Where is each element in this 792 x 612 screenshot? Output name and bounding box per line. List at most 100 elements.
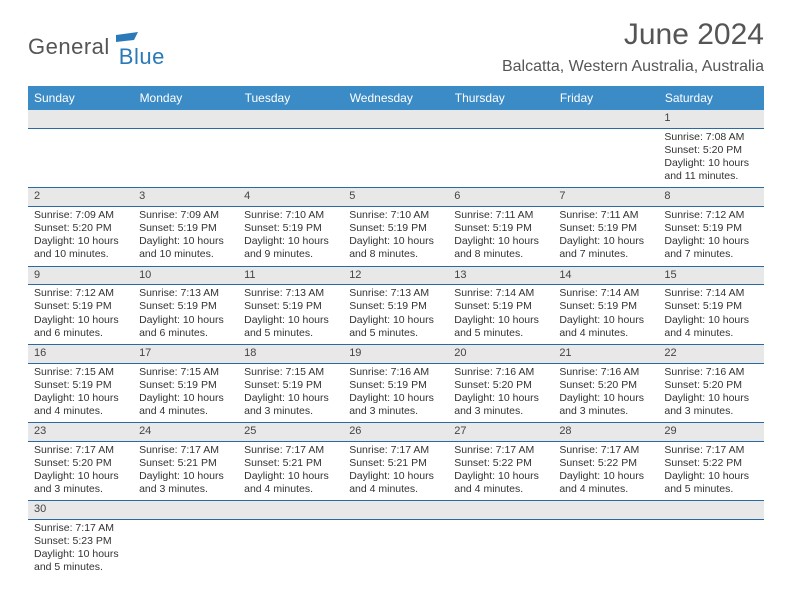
daylight-text: Daylight: 10 hours and 7 minutes. (559, 235, 652, 261)
day-cell-num (658, 501, 763, 520)
day-cell-detail: Sunrise: 7:14 AMSunset: 5:19 PMDaylight:… (553, 285, 658, 345)
sunset-text: Sunset: 5:19 PM (34, 379, 127, 392)
day-cell-detail: Sunrise: 7:10 AMSunset: 5:19 PMDaylight:… (238, 207, 343, 267)
daylight-text: Daylight: 10 hours and 4 minutes. (349, 470, 442, 496)
sunset-text: Sunset: 5:20 PM (34, 222, 127, 235)
detail-row: Sunrise: 7:15 AMSunset: 5:19 PMDaylight:… (28, 363, 764, 423)
day-cell-detail (553, 520, 658, 579)
day-number: 14 (553, 267, 658, 285)
day-number: 22 (658, 345, 763, 363)
day-cell-detail: Sunrise: 7:12 AMSunset: 5:19 PMDaylight:… (28, 285, 133, 345)
daylight-text: Daylight: 10 hours and 11 minutes. (664, 157, 757, 183)
day-cell-num: 15 (658, 266, 763, 285)
day-cell-detail: Sunrise: 7:17 AMSunset: 5:21 PMDaylight:… (133, 441, 238, 501)
day-cell-num: 26 (343, 423, 448, 442)
sunrise-text: Sunrise: 7:15 AM (244, 366, 337, 379)
sunrise-text: Sunrise: 7:13 AM (349, 287, 442, 300)
sunset-text: Sunset: 5:19 PM (244, 300, 337, 313)
logo: General Blue (28, 32, 189, 61)
day-cell-detail: Sunrise: 7:08 AMSunset: 5:20 PMDaylight:… (658, 128, 763, 188)
day-cell-num: 18 (238, 344, 343, 363)
sunset-text: Sunset: 5:19 PM (244, 222, 337, 235)
day-cell-num: 28 (553, 423, 658, 442)
day-number: 21 (553, 345, 658, 363)
day-cell-detail (553, 128, 658, 188)
day-cell-detail (28, 128, 133, 188)
day-number: 28 (553, 423, 658, 441)
daylight-text: Daylight: 10 hours and 3 minutes. (349, 392, 442, 418)
weekday-header: Friday (553, 86, 658, 110)
sunrise-text: Sunrise: 7:17 AM (559, 444, 652, 457)
daynum-row: 1 (28, 110, 764, 128)
day-cell-detail: Sunrise: 7:17 AMSunset: 5:22 PMDaylight:… (658, 441, 763, 501)
day-number: 12 (343, 267, 448, 285)
day-number: 23 (28, 423, 133, 441)
day-cell-detail: Sunrise: 7:17 AMSunset: 5:22 PMDaylight:… (553, 441, 658, 501)
day-cell-num: 21 (553, 344, 658, 363)
daylight-text: Daylight: 10 hours and 3 minutes. (139, 470, 232, 496)
day-cell-num: 14 (553, 266, 658, 285)
weekday-header: Sunday (28, 86, 133, 110)
day-cell-detail: Sunrise: 7:17 AMSunset: 5:21 PMDaylight:… (238, 441, 343, 501)
day-cell-num (553, 501, 658, 520)
sunset-text: Sunset: 5:19 PM (664, 222, 757, 235)
day-cell-num: 19 (343, 344, 448, 363)
day-cell-detail: Sunrise: 7:11 AMSunset: 5:19 PMDaylight:… (448, 207, 553, 267)
day-cell-num (133, 110, 238, 128)
sunset-text: Sunset: 5:22 PM (454, 457, 547, 470)
day-number: 29 (658, 423, 763, 441)
day-cell-num (448, 110, 553, 128)
day-cell-num: 5 (343, 188, 448, 207)
daylight-text: Daylight: 10 hours and 10 minutes. (34, 235, 127, 261)
daylight-text: Daylight: 10 hours and 8 minutes. (349, 235, 442, 261)
daylight-text: Daylight: 10 hours and 4 minutes. (34, 392, 127, 418)
day-cell-detail: Sunrise: 7:14 AMSunset: 5:19 PMDaylight:… (658, 285, 763, 345)
sunrise-text: Sunrise: 7:09 AM (139, 209, 232, 222)
header: General Blue June 2024 Balcatta, Western… (28, 18, 764, 76)
sunset-text: Sunset: 5:19 PM (34, 300, 127, 313)
daylight-text: Daylight: 10 hours and 6 minutes. (34, 314, 127, 340)
sunset-text: Sunset: 5:19 PM (454, 300, 547, 313)
sunrise-text: Sunrise: 7:16 AM (349, 366, 442, 379)
day-cell-num (133, 501, 238, 520)
daynum-row: 2345678 (28, 188, 764, 207)
sunrise-text: Sunrise: 7:16 AM (454, 366, 547, 379)
sunset-text: Sunset: 5:23 PM (34, 535, 127, 548)
daynum-row: 30 (28, 501, 764, 520)
day-number: 19 (343, 345, 448, 363)
daynum-row: 16171819202122 (28, 344, 764, 363)
day-cell-num (28, 110, 133, 128)
daylight-text: Daylight: 10 hours and 5 minutes. (34, 548, 127, 574)
daylight-text: Daylight: 10 hours and 4 minutes. (244, 470, 337, 496)
weekday-header: Wednesday (343, 86, 448, 110)
sunrise-text: Sunrise: 7:15 AM (34, 366, 127, 379)
day-cell-detail (448, 520, 553, 579)
day-cell-num (238, 110, 343, 128)
sunset-text: Sunset: 5:19 PM (664, 300, 757, 313)
day-number: 15 (658, 267, 763, 285)
day-cell-detail (448, 128, 553, 188)
day-number: 11 (238, 267, 343, 285)
sunset-text: Sunset: 5:21 PM (349, 457, 442, 470)
sunrise-text: Sunrise: 7:17 AM (244, 444, 337, 457)
day-number: 16 (28, 345, 133, 363)
day-number: 9 (28, 267, 133, 285)
weekday-header: Tuesday (238, 86, 343, 110)
day-number: 17 (133, 345, 238, 363)
day-cell-num: 9 (28, 266, 133, 285)
day-cell-num (448, 501, 553, 520)
sunrise-text: Sunrise: 7:15 AM (139, 366, 232, 379)
day-cell-num: 17 (133, 344, 238, 363)
sunrise-text: Sunrise: 7:17 AM (664, 444, 757, 457)
day-number: 30 (28, 501, 133, 519)
day-cell-num: 24 (133, 423, 238, 442)
sunset-text: Sunset: 5:19 PM (454, 222, 547, 235)
daylight-text: Daylight: 10 hours and 3 minutes. (34, 470, 127, 496)
detail-row: Sunrise: 7:17 AMSunset: 5:20 PMDaylight:… (28, 441, 764, 501)
sunset-text: Sunset: 5:22 PM (559, 457, 652, 470)
sunrise-text: Sunrise: 7:14 AM (664, 287, 757, 300)
day-number: 24 (133, 423, 238, 441)
logo-text-general: General (28, 34, 110, 60)
sunrise-text: Sunrise: 7:16 AM (559, 366, 652, 379)
sunrise-text: Sunrise: 7:17 AM (454, 444, 547, 457)
